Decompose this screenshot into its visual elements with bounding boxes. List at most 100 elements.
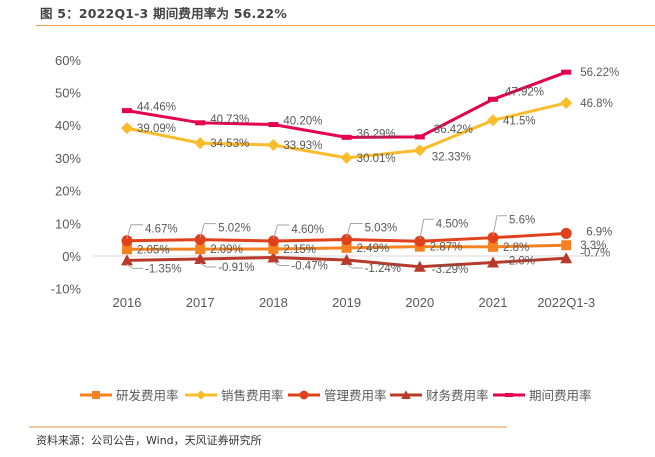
source-divider bbox=[29, 426, 507, 428]
data-point bbox=[194, 234, 206, 246]
data-label: -1.24% bbox=[365, 263, 401, 275]
data-label: -0.7% bbox=[580, 247, 610, 259]
data-point bbox=[121, 254, 133, 266]
data-point bbox=[561, 69, 572, 75]
y-tick-label: -10% bbox=[51, 282, 82, 297]
data-point bbox=[340, 254, 353, 266]
legend-label: 期间费用率 bbox=[529, 388, 592, 403]
series-2 bbox=[121, 227, 572, 247]
leader-line bbox=[126, 263, 143, 269]
data-point bbox=[267, 139, 280, 152]
data-label: 5.02% bbox=[218, 223, 251, 235]
y-tick-label: 20% bbox=[55, 184, 81, 199]
y-tick-label: 50% bbox=[55, 86, 81, 101]
title-divider bbox=[36, 25, 655, 26]
data-label: -0.47% bbox=[291, 261, 327, 273]
data-label: 2.05% bbox=[137, 244, 170, 256]
data-point bbox=[122, 108, 132, 114]
data-point bbox=[121, 235, 133, 247]
data-label: 33.93% bbox=[283, 140, 322, 152]
data-point bbox=[268, 122, 279, 128]
x-axis: 2016 2017 2018 2019 2020 2021 2022Q1-3 bbox=[113, 295, 596, 310]
x-tick-label: 2018 bbox=[259, 295, 288, 310]
legend-item-2: 管理费用率 bbox=[288, 388, 387, 403]
data-label: 4.60% bbox=[291, 224, 324, 236]
data-point bbox=[195, 120, 206, 126]
data-label: 56.22% bbox=[580, 67, 619, 79]
leader-line bbox=[273, 261, 290, 267]
legend-marker bbox=[505, 393, 513, 397]
data-label: 2.09% bbox=[210, 244, 243, 256]
legend-marker bbox=[299, 390, 309, 400]
data-label: 3.3% bbox=[580, 240, 606, 252]
data-labels: 2.05% 2.09% 2.15% 2.49% 2.87% 2.8% 3.3% 39.09% 3… bbox=[126, 67, 619, 276]
data-label: 2.15% bbox=[283, 244, 316, 256]
data-label: 41.5% bbox=[503, 115, 536, 127]
data-label: 40.20% bbox=[283, 116, 322, 128]
source-note: 资料来源：公司公告，Wind，天风证券研究所 bbox=[36, 434, 262, 447]
legend: 研发费用率 销售费用率 管理费用率 财务费用率 期间费用率 bbox=[80, 388, 592, 403]
leader-line bbox=[126, 224, 143, 239]
legend-item-4: 期间费用率 bbox=[493, 388, 592, 403]
data-point bbox=[122, 244, 132, 255]
data-point bbox=[560, 227, 572, 239]
legend-label: 财务费用率 bbox=[426, 388, 489, 403]
x-tick-label: 2021 bbox=[479, 295, 508, 310]
data-label: 36.29% bbox=[357, 128, 396, 140]
data-point bbox=[341, 234, 353, 246]
data-point bbox=[121, 122, 133, 135]
x-tick-label: 2016 bbox=[113, 295, 142, 310]
legend-item-0: 研发费用率 bbox=[80, 388, 179, 403]
x-tick-label: 2017 bbox=[186, 295, 215, 310]
legend-marker bbox=[196, 390, 206, 400]
data-point bbox=[414, 235, 426, 247]
data-label: 6.9% bbox=[586, 226, 612, 238]
legend-marker bbox=[401, 390, 411, 399]
data-point bbox=[487, 232, 499, 244]
legend-label: 销售费用率 bbox=[221, 388, 284, 403]
data-point bbox=[487, 256, 499, 268]
data-label: 47.92% bbox=[505, 86, 544, 98]
series-lines bbox=[121, 69, 573, 272]
data-point bbox=[560, 252, 573, 264]
y-tick-label: 30% bbox=[55, 151, 81, 166]
series-line bbox=[126, 70, 567, 139]
leader-line bbox=[492, 215, 507, 236]
data-point bbox=[341, 242, 352, 253]
data-label: 4.67% bbox=[145, 224, 178, 236]
legend-item-3: 财务费用率 bbox=[390, 388, 489, 403]
figure-title: 图 5：2022Q1-3 期间费用率为 56.22% bbox=[40, 6, 288, 21]
y-tick-label: 60% bbox=[55, 53, 81, 68]
series-3 bbox=[121, 251, 573, 272]
series-line bbox=[126, 101, 567, 160]
data-point bbox=[560, 96, 573, 109]
data-label: 5.03% bbox=[365, 223, 398, 235]
series-4 bbox=[122, 69, 572, 140]
data-point bbox=[487, 114, 499, 127]
x-tick-label: 2019 bbox=[332, 295, 361, 310]
data-label: -1.35% bbox=[145, 263, 181, 275]
data-label: 44.46% bbox=[137, 102, 176, 114]
legend-item-1: 销售费用率 bbox=[185, 388, 284, 403]
leader-line bbox=[346, 263, 363, 269]
x-tick-label: 2020 bbox=[405, 295, 434, 310]
y-tick-label: 10% bbox=[55, 216, 81, 231]
data-label: 2.87% bbox=[430, 242, 463, 254]
data-label: 4.50% bbox=[436, 218, 469, 230]
y-tick-label: 0% bbox=[62, 249, 81, 264]
data-label: 36.42% bbox=[434, 124, 473, 136]
legend-label: 研发费用率 bbox=[116, 388, 179, 403]
data-label: 2.8% bbox=[503, 242, 529, 254]
data-label: 32.33% bbox=[432, 151, 471, 163]
legend-label: 管理费用率 bbox=[324, 388, 387, 403]
data-label: -3.29% bbox=[432, 264, 468, 276]
data-point bbox=[488, 96, 498, 102]
data-point bbox=[561, 240, 572, 251]
data-point bbox=[194, 252, 207, 264]
data-point bbox=[413, 144, 426, 157]
legend-marker bbox=[92, 391, 100, 399]
data-point bbox=[341, 134, 352, 140]
leader-line bbox=[419, 218, 434, 240]
data-label: 5.6% bbox=[509, 215, 535, 227]
leader-line bbox=[346, 223, 363, 238]
